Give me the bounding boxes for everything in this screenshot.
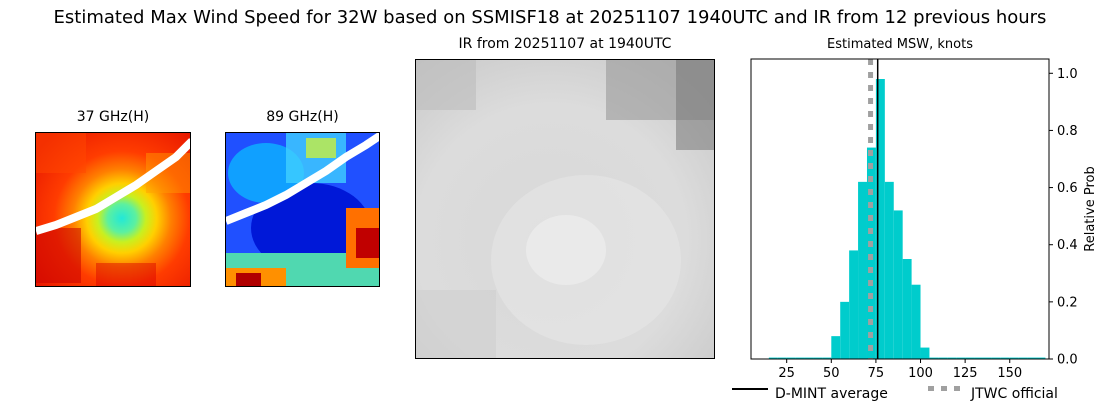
- histogram-bar: [1000, 357, 1010, 359]
- histogram-bar: [813, 357, 823, 359]
- histogram-bar: [858, 181, 867, 359]
- y-tick-label: 0.0: [1057, 353, 1078, 368]
- panel-89ghz-title: 89 GHz(H): [266, 109, 339, 125]
- y-tick-label: 0.2: [1057, 295, 1078, 310]
- panel-89ghz-image: [225, 132, 380, 287]
- y-tick-label: 0.4: [1057, 238, 1078, 253]
- x-tick-label: 100: [908, 366, 933, 381]
- histogram-bar: [982, 357, 992, 359]
- legend-jtwc-swatch: [928, 386, 964, 391]
- histogram-bar: [849, 250, 859, 359]
- legend-dmint-swatch: [732, 388, 768, 390]
- legend-dmint-label: D-MINT average: [775, 386, 888, 402]
- y-tick-label: 1.0: [1057, 67, 1078, 82]
- histogram-bar: [965, 357, 975, 359]
- x-tick-label: 50: [823, 366, 840, 381]
- histogram-bar: [893, 210, 903, 359]
- panel-ir-image: [415, 59, 715, 359]
- histogram-bar: [929, 357, 939, 359]
- histogram-bar: [938, 357, 948, 359]
- histogram-bar: [875, 79, 885, 359]
- histogram-bar: [822, 357, 832, 359]
- histogram-bar: [840, 301, 850, 359]
- y-tick-label: 0.6: [1057, 181, 1078, 196]
- histogram-bar: [884, 181, 894, 359]
- x-tick-label: 150: [997, 366, 1022, 381]
- histogram-bar: [1018, 357, 1028, 359]
- histogram-bar: [804, 357, 814, 359]
- histogram-bar: [991, 357, 1001, 359]
- histogram-bar: [786, 357, 796, 359]
- histogram-bar: [902, 259, 912, 359]
- histogram-bar: [1009, 357, 1019, 359]
- histogram-bar: [947, 357, 957, 359]
- histogram-bar: [831, 336, 841, 359]
- histogram-bar: [1027, 357, 1037, 359]
- histogram-chart: 25 50 75 100 125 150 0.0 0.2 0.4 0.6 0.8 1.0 Relat…: [750, 58, 1098, 381]
- histogram-bar: [911, 284, 921, 359]
- histogram-bar: [974, 357, 983, 359]
- legend-jtwc-label: JTWC official: [971, 386, 1058, 402]
- x-tick-label: 75: [868, 366, 885, 381]
- histogram-bar: [777, 357, 787, 359]
- figure-title: Estimated Max Wind Speed for 32W based o…: [53, 7, 1047, 28]
- histogram-bar: [1036, 357, 1046, 359]
- histogram-bar: [795, 357, 805, 359]
- chart-title: Estimated MSW, knots: [827, 37, 973, 52]
- panel-ir-title: IR from 20251107 at 1940UTC: [458, 36, 672, 52]
- y-axis-label: Relative Prob: [1083, 166, 1098, 251]
- histogram-bar: [920, 347, 930, 359]
- histogram-bar: [768, 357, 778, 359]
- y-tick-label: 0.8: [1057, 124, 1078, 139]
- panel-37ghz-title: 37 GHz(H): [76, 109, 150, 125]
- panel-37ghz-image: [35, 132, 191, 287]
- histogram-bar: [866, 147, 876, 359]
- histogram-bar: [956, 357, 966, 359]
- x-tick-label: 125: [953, 366, 978, 381]
- x-tick-label: 25: [778, 366, 795, 381]
